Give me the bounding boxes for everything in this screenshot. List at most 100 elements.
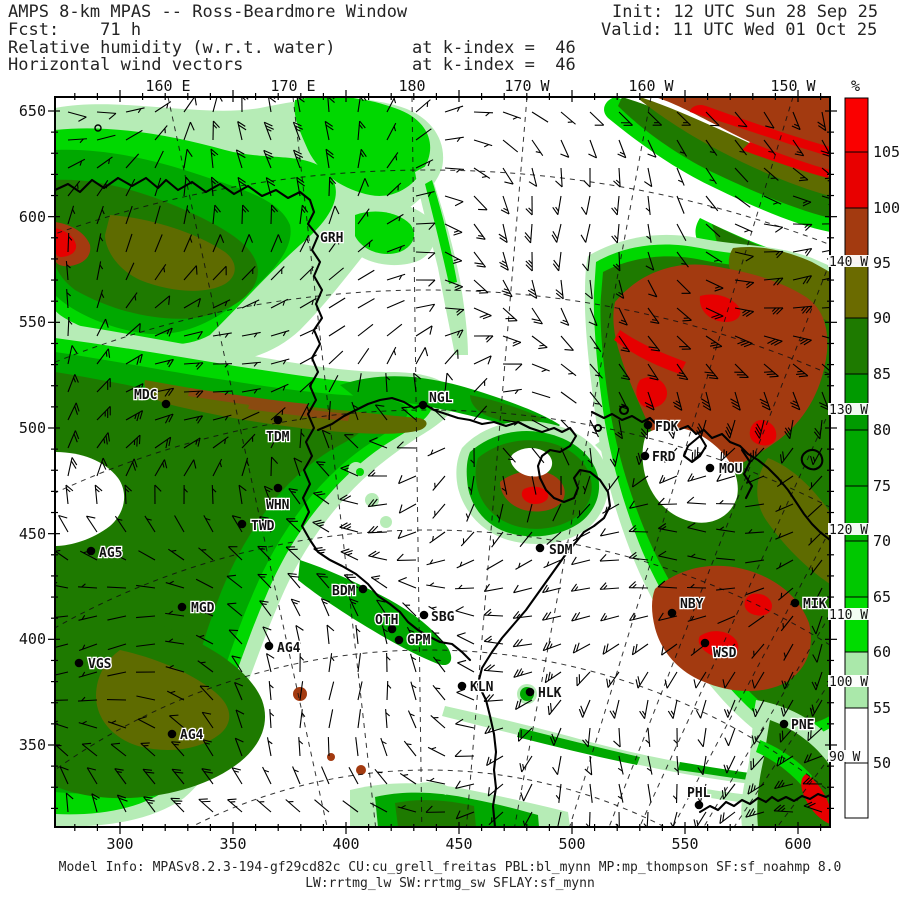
station-dot bbox=[779, 719, 789, 729]
station-label: SDM bbox=[549, 543, 573, 558]
colorbar-segment bbox=[844, 317, 869, 375]
top-longitude-label: 170 W bbox=[504, 77, 550, 95]
station-label: PNE bbox=[791, 718, 814, 733]
x-axis-label: 350 bbox=[219, 835, 246, 853]
top-longitude-label: 160 W bbox=[628, 77, 674, 95]
station-label: PHL bbox=[687, 786, 711, 801]
station-label: FDK bbox=[655, 420, 679, 435]
colorbar-segment bbox=[844, 540, 869, 598]
station-label: OTH bbox=[375, 613, 398, 628]
x-axis-label: 450 bbox=[445, 835, 472, 853]
edge-longitude-label: 120 W bbox=[829, 523, 868, 538]
y-axis-label: 600 bbox=[19, 208, 46, 226]
station-label: MIK bbox=[803, 597, 827, 612]
edge-longitude-label: 90 W bbox=[829, 750, 860, 765]
edge-longitude-label: 130 W bbox=[829, 403, 868, 418]
station-dot bbox=[177, 602, 187, 612]
station-label: SBG bbox=[431, 610, 455, 625]
station-dot bbox=[525, 687, 535, 697]
station-label: BDM bbox=[332, 584, 356, 599]
station-dot bbox=[535, 543, 545, 553]
x-axis-label: 600 bbox=[784, 835, 811, 853]
station-label: NGL bbox=[429, 391, 453, 406]
station-dot bbox=[667, 608, 677, 618]
colorbar-segment bbox=[844, 97, 869, 153]
y-axis-label: 400 bbox=[19, 630, 46, 648]
colorbar-tick-label: 85 bbox=[873, 365, 891, 383]
colorbar-tick-label: 65 bbox=[873, 588, 891, 606]
station-dot bbox=[394, 635, 404, 645]
top-longitude-label: 180 bbox=[398, 77, 425, 95]
station-dot bbox=[387, 624, 397, 634]
station-label: VGS bbox=[88, 657, 112, 672]
station-label: TDM bbox=[266, 430, 290, 445]
station-label: GPM bbox=[407, 633, 431, 648]
colorbar-tick-label: 50 bbox=[873, 754, 891, 772]
top-longitude-label: 160 E bbox=[145, 77, 190, 95]
field2-name: Horizontal wind vectors bbox=[8, 55, 244, 75]
lat-lon-graticule bbox=[56, 98, 829, 826]
station-label: MGD bbox=[191, 601, 215, 616]
model-info-line1: Model Info: MPASv8.2.3-194-gf29cd82c CU:… bbox=[58, 860, 842, 875]
station-label: MOU bbox=[719, 462, 743, 477]
humidity-shading bbox=[56, 98, 829, 826]
station-dot bbox=[640, 451, 650, 461]
x-axis-label: 300 bbox=[106, 835, 133, 853]
colorbar-tick-label: 55 bbox=[873, 699, 891, 717]
station-dot bbox=[643, 420, 653, 430]
station-dot bbox=[237, 519, 247, 529]
field2-level: at k-index = 46 bbox=[412, 55, 576, 75]
colorbar-segment bbox=[844, 151, 869, 209]
model-info-line2: LW:rrtmg_lw SW:rrtmg_sw SFLAY:sf_mynn bbox=[305, 876, 595, 891]
station-label: AG4 bbox=[277, 641, 301, 656]
page-title: AMPS 8-km MPAS -- Ross-Beardmore Window bbox=[8, 2, 408, 22]
colorbar-tick-label: 60 bbox=[873, 643, 891, 661]
station-dot bbox=[705, 463, 715, 473]
edge-longitude-label: 110 W bbox=[829, 608, 868, 623]
station-label: NBY bbox=[680, 597, 704, 612]
station-dot bbox=[457, 681, 467, 691]
top-longitude-label: 170 E bbox=[270, 77, 315, 95]
y-axis-label: 450 bbox=[19, 525, 46, 543]
station-label: WSD bbox=[713, 646, 737, 661]
station-dot bbox=[358, 584, 368, 594]
station-dot bbox=[74, 658, 84, 668]
edge-longitude-label: 100 W bbox=[829, 675, 868, 690]
station-dot bbox=[273, 483, 283, 493]
station-label: AG4 bbox=[180, 728, 204, 743]
field1-name: Relative humidity (w.r.t. water) bbox=[8, 38, 336, 58]
init-time: Init: 12 UTC Sun 28 Sep 25 bbox=[612, 2, 879, 22]
colorbar-tick-label: 95 bbox=[873, 254, 891, 272]
edge-longitude-label: 140 W bbox=[829, 255, 868, 270]
x-axis-label: 400 bbox=[332, 835, 359, 853]
station-label: GRH bbox=[320, 231, 343, 246]
edge-longitude-labels: 140 W 130 W 120 W 110 W 100 W 90 W bbox=[828, 255, 872, 765]
station-dot bbox=[700, 638, 710, 648]
y-axis-label: 500 bbox=[19, 419, 46, 437]
station-markers: GRH MDC TDM NGL FDK FRD MOU WHN TWD AG5 SDM BDM MGD N… bbox=[74, 230, 828, 810]
valid-time: Valid: 11 UTC Wed 01 Oct 25 bbox=[601, 20, 878, 40]
y-axis-label: 350 bbox=[19, 736, 46, 754]
station-label: AG5 bbox=[99, 546, 122, 561]
station-dot bbox=[694, 800, 704, 810]
station-dot bbox=[264, 641, 274, 651]
colorbar-tick-label: 80 bbox=[873, 421, 891, 439]
colorbar-segment bbox=[844, 596, 869, 653]
station-label: TWD bbox=[251, 519, 275, 534]
station-label: WHN bbox=[266, 498, 290, 513]
y-axis-label: 550 bbox=[19, 313, 46, 331]
station-dot bbox=[419, 610, 429, 620]
colorbar-tick-label: 100 bbox=[873, 199, 900, 217]
forecast-hour: Fcst: 71 h bbox=[8, 20, 142, 40]
station-dot bbox=[167, 729, 177, 739]
top-longitude-label: 150 W bbox=[770, 77, 816, 95]
colorbar-tick-label: 105 bbox=[873, 143, 900, 161]
colorbar-segment bbox=[844, 429, 869, 487]
station-dot bbox=[273, 415, 283, 425]
station-dot bbox=[418, 400, 428, 410]
colorbar-segment bbox=[844, 373, 869, 431]
colorbar-unit: % bbox=[851, 77, 860, 95]
station-dot bbox=[161, 399, 171, 409]
